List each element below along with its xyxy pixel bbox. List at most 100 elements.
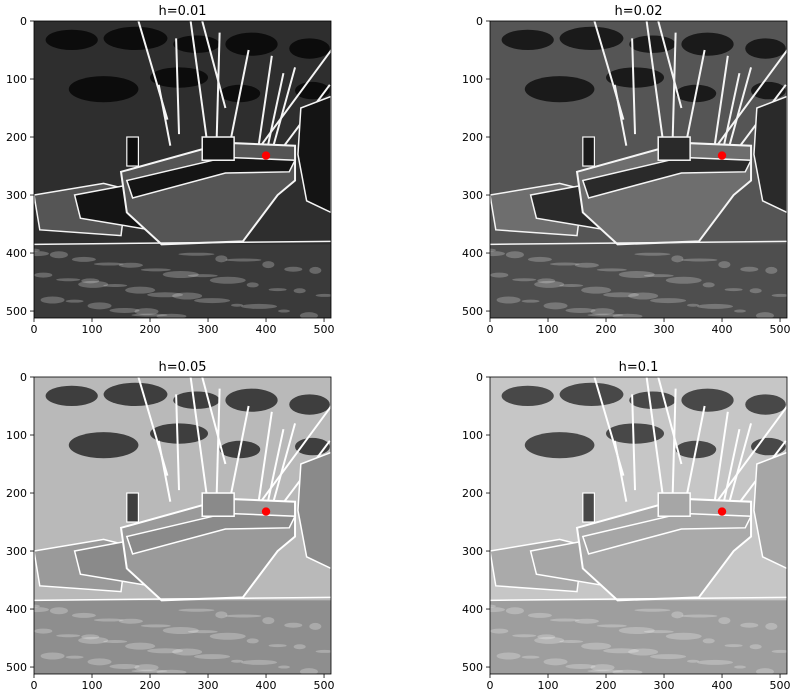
water-glint bbox=[565, 307, 596, 313]
cloud bbox=[559, 26, 624, 51]
water-glint bbox=[71, 256, 96, 262]
rigging-line bbox=[631, 394, 637, 491]
marker-point bbox=[261, 151, 271, 160]
water-glint bbox=[231, 303, 244, 307]
cloud bbox=[225, 32, 278, 56]
water-glint bbox=[299, 312, 318, 318]
water-glint bbox=[71, 612, 96, 618]
water-glint bbox=[612, 669, 643, 674]
water-glint bbox=[215, 255, 228, 263]
marker-point bbox=[261, 507, 271, 516]
water-glint bbox=[587, 313, 624, 317]
image-2 bbox=[490, 21, 787, 318]
rigging-line bbox=[645, 377, 666, 505]
water-glint bbox=[278, 665, 291, 669]
rigging-line bbox=[189, 377, 210, 505]
water-glint bbox=[512, 634, 537, 638]
cabin bbox=[657, 136, 691, 161]
cloud bbox=[524, 76, 595, 103]
water-glint bbox=[49, 251, 68, 259]
water-glint bbox=[537, 278, 556, 284]
rigging-line bbox=[645, 21, 666, 149]
water-glint bbox=[765, 266, 778, 274]
rigging-line bbox=[721, 428, 741, 511]
water-glint bbox=[590, 308, 615, 316]
x-tick-label: 400 bbox=[712, 679, 733, 692]
y-tick-label: 100 bbox=[6, 73, 27, 86]
rigging-line bbox=[671, 32, 677, 138]
water-glint bbox=[293, 644, 306, 650]
rigging-line bbox=[270, 423, 296, 508]
water-glint bbox=[103, 284, 128, 288]
water-glint bbox=[118, 618, 143, 624]
water-glint bbox=[65, 299, 84, 303]
water-glint bbox=[596, 268, 627, 272]
rigging-line bbox=[593, 377, 625, 476]
water-glint bbox=[87, 302, 112, 310]
water-glint bbox=[749, 288, 762, 294]
water-glint bbox=[215, 611, 228, 619]
water-glint bbox=[718, 617, 731, 625]
cabin bbox=[201, 136, 235, 161]
rigging-line bbox=[189, 21, 210, 149]
x-tick-label: 500 bbox=[770, 679, 791, 692]
cloud bbox=[559, 382, 624, 407]
water-glint bbox=[534, 636, 565, 644]
rigging-line bbox=[712, 55, 729, 155]
water-glint bbox=[490, 604, 496, 608]
rigging-line bbox=[721, 72, 741, 155]
water-glint bbox=[749, 644, 762, 650]
water-glint bbox=[118, 262, 143, 268]
funnel bbox=[582, 492, 596, 523]
rigging-line bbox=[726, 67, 752, 152]
water-glint bbox=[187, 630, 218, 634]
water-glint bbox=[702, 638, 715, 644]
cloud bbox=[103, 26, 168, 51]
axes-frame bbox=[489, 376, 788, 675]
axes-frame bbox=[33, 376, 332, 675]
rigging-line bbox=[201, 377, 227, 465]
cloud bbox=[501, 385, 554, 407]
rigging-line bbox=[709, 48, 787, 156]
water-glint bbox=[34, 248, 40, 252]
water-glint bbox=[724, 288, 743, 292]
boat-hull bbox=[297, 451, 331, 570]
water-glint bbox=[697, 659, 734, 665]
cloud bbox=[501, 29, 554, 51]
water-glint bbox=[56, 634, 81, 638]
cloud bbox=[606, 423, 665, 444]
cloud bbox=[745, 38, 786, 59]
y-tick-label: 200 bbox=[462, 131, 483, 144]
water-region bbox=[34, 600, 331, 674]
water-glint bbox=[771, 649, 787, 653]
rigging-line bbox=[215, 388, 221, 494]
water-glint bbox=[671, 611, 684, 619]
water-glint bbox=[178, 252, 215, 256]
water-glint bbox=[231, 659, 244, 663]
boat-hull bbox=[753, 451, 787, 570]
rigging-line bbox=[265, 428, 285, 511]
y-tick-label: 100 bbox=[6, 429, 27, 442]
y-tick-label: 300 bbox=[6, 189, 27, 202]
water-glint bbox=[490, 248, 496, 252]
water-glint bbox=[87, 658, 112, 666]
cloud bbox=[68, 76, 139, 103]
cloud bbox=[629, 35, 676, 53]
y-tick-label: 400 bbox=[6, 603, 27, 616]
x-tick-label: 500 bbox=[770, 323, 791, 336]
y-tick-label: 300 bbox=[462, 545, 483, 558]
cloud bbox=[45, 29, 98, 51]
y-tick-label: 100 bbox=[462, 73, 483, 86]
water-glint bbox=[618, 270, 655, 278]
water-glint bbox=[765, 622, 778, 630]
y-tick-label: 0 bbox=[20, 371, 27, 384]
water-glint bbox=[299, 668, 318, 674]
subplot-title: h=0.01 bbox=[158, 4, 206, 19]
water-glint bbox=[93, 618, 124, 622]
water-glint bbox=[34, 272, 53, 278]
rigging-line bbox=[270, 67, 296, 152]
y-tick-label: 500 bbox=[6, 305, 27, 318]
water-glint bbox=[156, 669, 187, 674]
subplot-2: h=0.02 0 100 200 300 400 500 0 100 200 300 400 500 bbox=[462, 4, 791, 336]
x-tick-label: 0 bbox=[31, 679, 38, 692]
